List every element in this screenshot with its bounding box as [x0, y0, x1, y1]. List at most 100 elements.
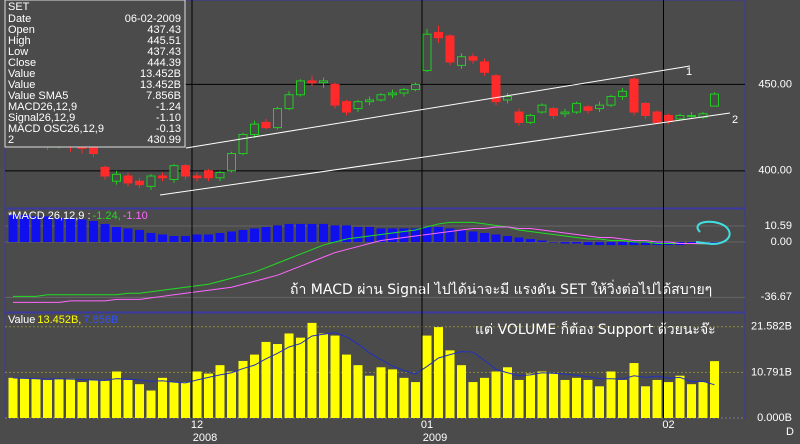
legend: Value 13.452B, 7.856B	[8, 314, 118, 326]
bar	[468, 231, 478, 243]
bar	[66, 378, 75, 418]
bar	[514, 379, 524, 418]
candle-body	[296, 80, 305, 96]
bar	[158, 234, 167, 243]
candle-body	[675, 114, 685, 120]
annotation: แต่ VOLUME ก็ต้อง Support ด้วยนะจ๊ะ	[475, 320, 716, 338]
bar	[457, 229, 466, 243]
info-value: 13.452B	[140, 68, 181, 80]
bar	[181, 235, 190, 243]
bar	[583, 379, 593, 418]
info-label: Value	[8, 79, 35, 91]
x-end-label: D	[786, 426, 794, 438]
bar	[399, 228, 409, 243]
candle-body	[514, 111, 524, 123]
x-tick-label: 12	[191, 419, 203, 431]
bar	[388, 228, 397, 243]
bar	[273, 225, 282, 243]
bar	[514, 237, 524, 243]
candle-body	[215, 172, 225, 179]
bar	[54, 378, 64, 418]
bar	[227, 231, 236, 243]
bar	[468, 382, 478, 418]
bar	[618, 379, 627, 418]
legend-entry: 7.856B	[83, 314, 118, 326]
info-value: 437.43	[147, 46, 181, 58]
y-tick-label: 10.59	[764, 220, 792, 232]
bar	[307, 322, 317, 418]
candle-body	[192, 175, 202, 179]
line	[13, 221, 715, 297]
line	[12, 332, 715, 386]
bar	[20, 214, 29, 243]
bar	[491, 234, 501, 243]
bar	[399, 377, 409, 418]
bar	[422, 335, 432, 418]
candle-body	[445, 35, 455, 63]
candle-body	[434, 32, 443, 39]
candle-body	[491, 75, 501, 103]
bar	[135, 384, 144, 418]
candle-body	[238, 134, 248, 155]
bar	[43, 379, 52, 418]
candle-body	[273, 108, 282, 129]
bar	[376, 367, 386, 418]
bar	[296, 223, 305, 243]
trendline-label: 2	[732, 114, 738, 126]
bar	[296, 337, 305, 418]
bar	[43, 216, 52, 243]
candle-body	[710, 93, 719, 107]
bar	[250, 354, 259, 418]
candle-body	[422, 33, 432, 72]
bar	[629, 363, 639, 418]
bar	[560, 379, 570, 418]
candle-body	[537, 104, 547, 113]
info-value: -1.24	[156, 101, 181, 113]
info-box: SET Date 06-02-2009 Open 437.43 High 445.51 Lo…	[4, 0, 186, 148]
candle-body	[618, 90, 627, 97]
bar	[549, 373, 558, 418]
bar	[158, 377, 167, 418]
candle-body	[399, 89, 409, 94]
candle-body	[376, 94, 386, 101]
bar	[629, 242, 639, 246]
candle-body	[169, 165, 179, 180]
bar	[261, 341, 271, 418]
bar	[261, 226, 271, 243]
candle-body	[330, 83, 340, 106]
plot-layer: 400.00 450.00 10.59 0.00 -36.67 *MACD 26,12,9…	[5, 0, 794, 444]
candle-body	[319, 80, 328, 84]
bar	[100, 380, 110, 418]
bar	[192, 234, 202, 243]
bar	[330, 225, 340, 243]
trendline-2	[159, 112, 731, 196]
bar	[687, 384, 696, 418]
bar	[572, 377, 581, 418]
bar	[549, 242, 558, 243]
bar	[687, 242, 696, 244]
info-value: -1.10	[156, 112, 181, 124]
candle-body	[146, 175, 156, 187]
bar	[20, 378, 29, 418]
candle-body	[135, 180, 144, 186]
y-tick-label: -36.67	[761, 291, 792, 303]
bar	[66, 217, 75, 243]
bar	[31, 216, 41, 243]
info-value: 437.43	[147, 24, 181, 36]
bar	[618, 242, 627, 246]
annotation: ถ้า MACD ผ่าน Signal ไปได้น่าจะมี แรงดัน…	[290, 280, 712, 298]
candle-body	[250, 123, 259, 136]
bar	[77, 382, 87, 418]
bar	[31, 378, 41, 418]
bar	[434, 327, 443, 418]
info-value: 444.39	[147, 57, 181, 69]
bar	[284, 223, 294, 243]
bar	[342, 225, 351, 243]
bar	[365, 226, 374, 243]
bar	[169, 382, 179, 418]
bar	[123, 379, 133, 418]
macd-panel	[4, 208, 746, 313]
bar	[537, 240, 547, 243]
bar	[273, 344, 282, 418]
